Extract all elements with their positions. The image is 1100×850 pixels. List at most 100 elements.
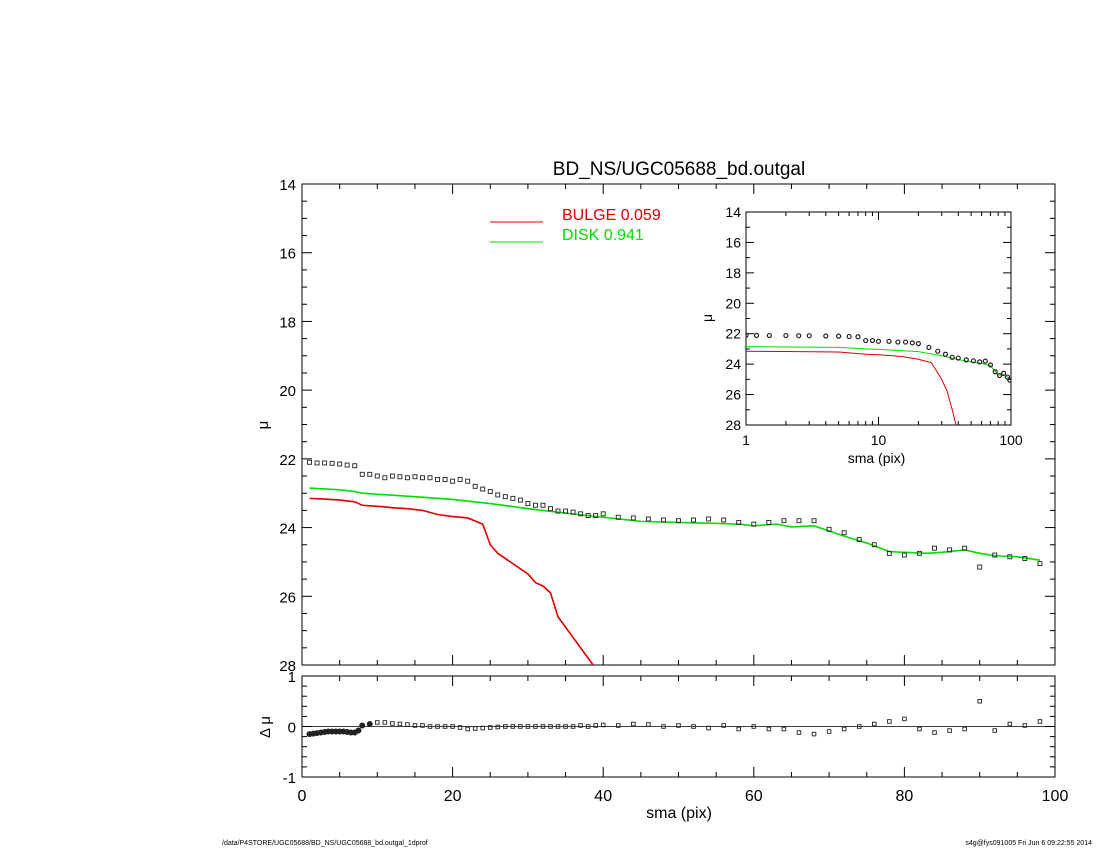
x-axis-label: sma (pix) bbox=[646, 805, 712, 822]
data-point-marker bbox=[886, 550, 892, 556]
residual-point bbox=[525, 724, 531, 729]
inset-data-point-marker bbox=[783, 332, 789, 339]
data-point-marker bbox=[337, 461, 343, 467]
data-point-marker bbox=[1022, 556, 1028, 561]
x-tick-label: 40 bbox=[594, 788, 612, 805]
main-y-axis-label: μ bbox=[255, 421, 272, 430]
data-point-marker bbox=[548, 506, 553, 512]
inset-data-point-marker bbox=[963, 357, 969, 363]
residual-point bbox=[578, 723, 583, 728]
data-point-marker bbox=[322, 460, 328, 466]
residual-point bbox=[397, 721, 403, 727]
residual-point bbox=[856, 724, 862, 729]
inset-y-axis-label: μ bbox=[699, 314, 715, 322]
inset-data-point-marker bbox=[796, 333, 802, 339]
legend-label-bulge: BULGE 0.059 bbox=[562, 207, 661, 224]
inset-x-tick-label: 100 bbox=[999, 432, 1023, 448]
inset-log-profile-plot: 14 16 18 20 22 24 26 281 10 100 sma (pix) μ bbox=[699, 204, 1023, 466]
inset-data-point-marker bbox=[915, 341, 921, 347]
data-point-marker bbox=[796, 518, 802, 524]
data-point-marker bbox=[766, 519, 772, 525]
inset-plot-frame bbox=[745, 211, 1012, 426]
data-point-marker bbox=[555, 508, 561, 514]
residual-point bbox=[412, 723, 418, 728]
data-point-marker bbox=[465, 478, 471, 484]
residual-point bbox=[616, 723, 621, 728]
data-point-marker bbox=[977, 564, 983, 570]
data-point-marker bbox=[826, 526, 832, 532]
inset-data-point-marker bbox=[902, 339, 909, 345]
data-point-marker bbox=[352, 463, 358, 469]
residual-point bbox=[570, 724, 576, 729]
residual-point bbox=[503, 724, 508, 729]
inset-y-tick-label: 24 bbox=[725, 356, 741, 372]
residual-point bbox=[382, 720, 388, 725]
legend-label-disk: DISK 0.941 bbox=[562, 227, 644, 244]
data-point-marker bbox=[856, 537, 862, 543]
inset-data-point-marker bbox=[942, 351, 949, 357]
inset-data-point-marker bbox=[846, 333, 852, 340]
data-point-marker bbox=[630, 515, 636, 521]
data-point-marker bbox=[563, 508, 568, 514]
inset-y-tick-label: 18 bbox=[725, 265, 741, 281]
inset-data-point-marker bbox=[806, 333, 812, 339]
data-point-marker bbox=[578, 511, 584, 517]
data-point-marker bbox=[435, 477, 440, 482]
data-point-marker bbox=[374, 473, 380, 479]
inset-data-point-marker bbox=[992, 369, 998, 375]
residual-point bbox=[796, 730, 802, 735]
residual-point bbox=[555, 724, 561, 729]
inset-data-point-marker bbox=[836, 333, 842, 339]
inset-data-point-marker bbox=[996, 372, 1003, 379]
inset-data-point-marker bbox=[935, 348, 941, 354]
main-y-tick-label: 20 bbox=[279, 383, 296, 400]
inset-x-tick-label: 1 bbox=[742, 432, 750, 448]
residual-point bbox=[593, 723, 598, 728]
x-tick-label: 20 bbox=[444, 788, 462, 805]
inset-data-point-marker bbox=[1004, 374, 1011, 380]
data-point-marker bbox=[645, 516, 651, 522]
data-point-marker bbox=[932, 545, 937, 551]
data-point-marker bbox=[962, 545, 968, 551]
data-point-marker bbox=[721, 517, 727, 523]
residual-point bbox=[390, 721, 395, 726]
inset-data-point-marker bbox=[863, 337, 869, 344]
data-point-marker bbox=[517, 497, 523, 503]
x-tick-label: 100 bbox=[1042, 788, 1069, 805]
data-point-marker bbox=[412, 474, 418, 480]
data-point-marker bbox=[344, 462, 350, 468]
data-point-marker bbox=[1007, 554, 1013, 560]
inset-data-point-marker bbox=[746, 332, 749, 338]
inset-data-point-marker bbox=[875, 338, 882, 344]
inset-data-point-marker bbox=[869, 337, 876, 344]
data-point-marker bbox=[676, 518, 681, 524]
inset-data-point-marker bbox=[949, 354, 955, 360]
data-point-marker bbox=[510, 495, 516, 501]
residual-point bbox=[495, 724, 501, 730]
residual-point bbox=[721, 723, 726, 728]
data-point-marker bbox=[811, 518, 817, 524]
data-point-marker bbox=[706, 516, 712, 522]
main-y-tick-label: 28 bbox=[279, 658, 296, 675]
residual-y-axis-label: Δ μ bbox=[257, 716, 274, 738]
inset-y-tick-label: 22 bbox=[725, 326, 741, 342]
residual-point bbox=[917, 726, 922, 732]
residual-point bbox=[563, 724, 568, 729]
residual-point bbox=[766, 726, 772, 732]
residual-point bbox=[435, 724, 440, 729]
footer-timestamp: s4g@fys091005 Fri Jun 6 09:22:55 2014 bbox=[965, 840, 1092, 847]
resid-y-tick-label: 1 bbox=[288, 669, 296, 686]
data-point-marker bbox=[615, 514, 621, 520]
data-point-marker bbox=[495, 492, 501, 498]
residual-point bbox=[533, 724, 538, 729]
footer-file-path: /data/P4STORE/UGC05688/BD_NS/UGC05688_bd… bbox=[222, 840, 428, 847]
resid-y-tick-label: -1 bbox=[283, 770, 296, 787]
main-plot-title: BD_NS/UGC05688_bd.outgal bbox=[553, 159, 805, 180]
data-point-marker bbox=[404, 475, 410, 481]
residual-point bbox=[992, 728, 998, 733]
data-point-marker bbox=[841, 530, 847, 536]
data-point-marker bbox=[359, 471, 365, 477]
data-point-marker bbox=[532, 502, 538, 508]
inset-data-point-marker bbox=[970, 358, 976, 364]
